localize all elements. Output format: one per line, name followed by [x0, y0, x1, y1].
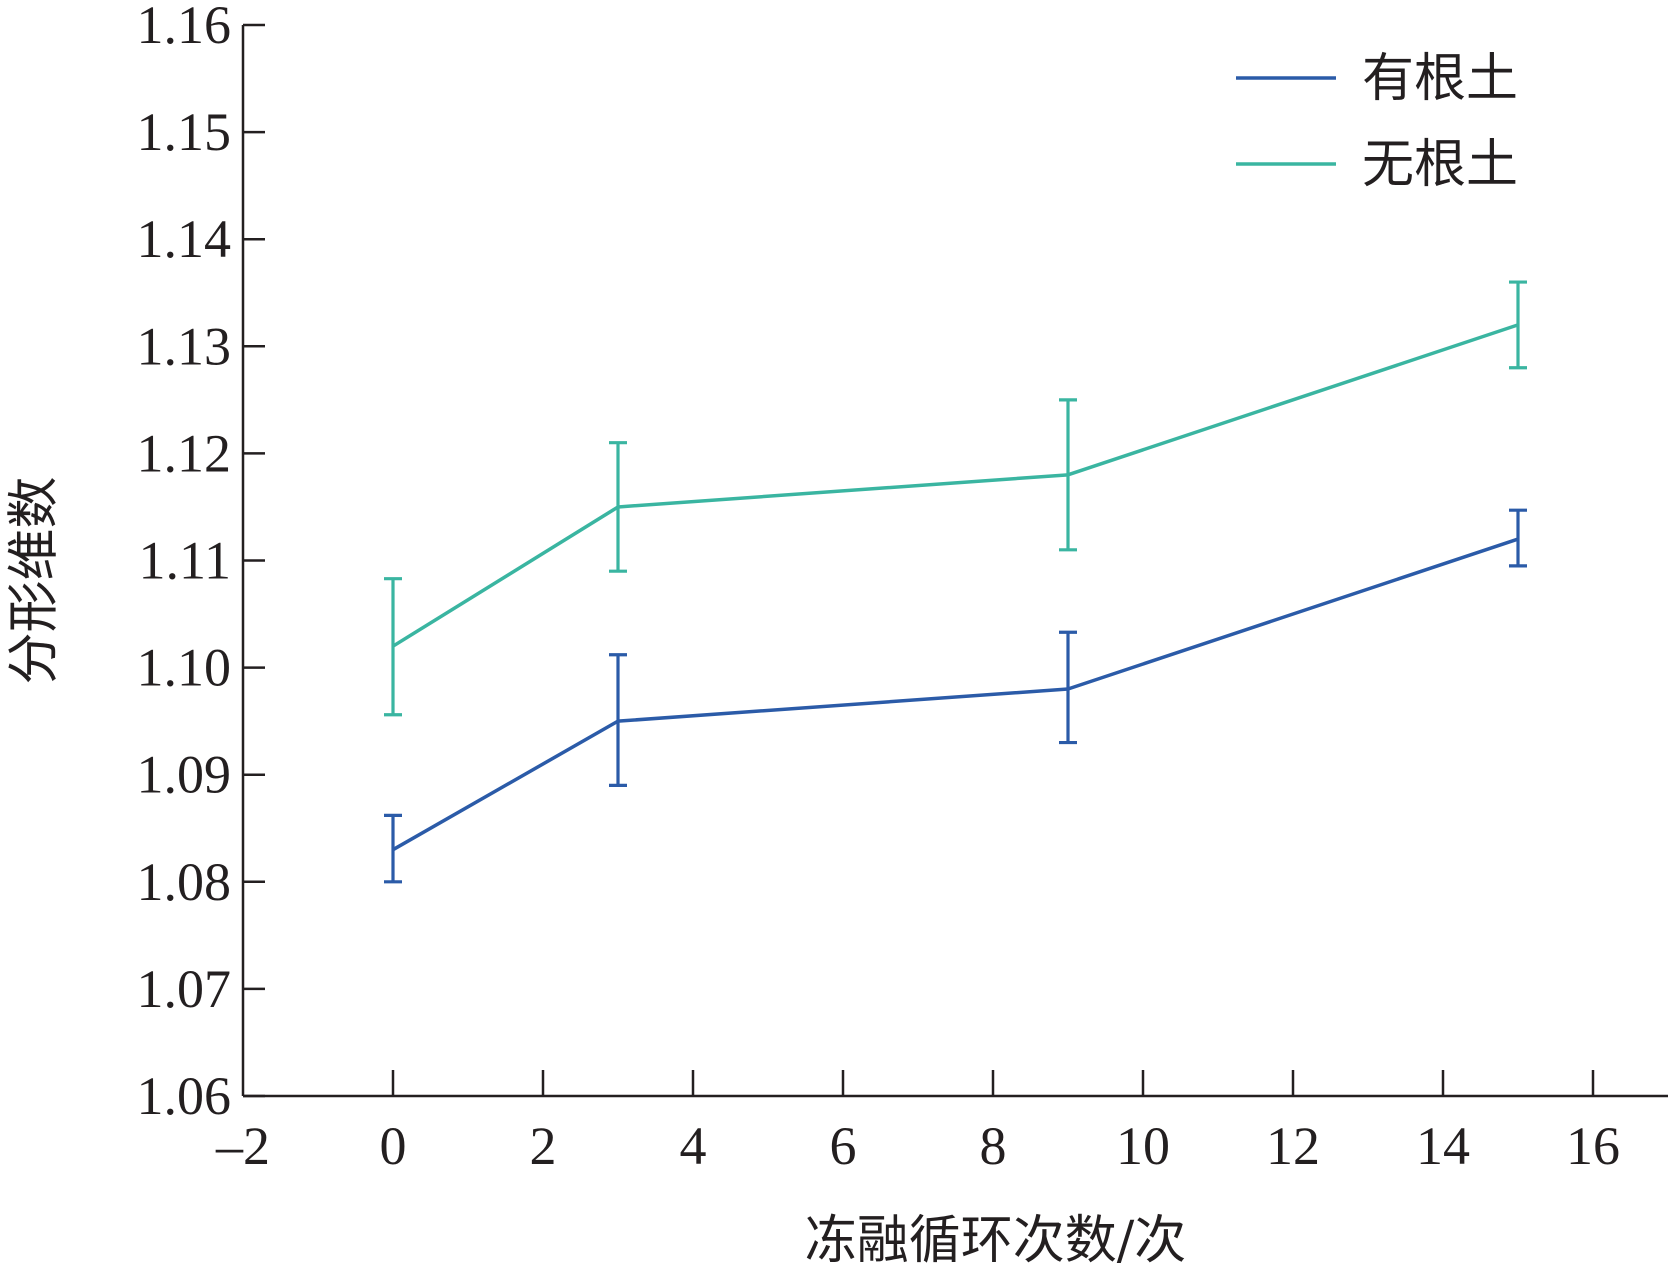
x-axis-ticks: –2 0 2 4 6 8 10 12 14 16 [215, 1070, 1620, 1176]
series-2 [384, 280, 1527, 717]
data-point [1066, 687, 1070, 691]
y-tick-label: 1.13 [137, 316, 232, 376]
x-tick-label: 14 [1416, 1116, 1470, 1176]
data-point [616, 719, 620, 723]
x-tick-label: 8 [980, 1116, 1007, 1176]
y-tick-label: 1.07 [137, 959, 232, 1019]
legend-label: 无根土 [1362, 135, 1518, 195]
y-tick-label: 1.12 [137, 423, 232, 483]
y-tick-label: 1.09 [137, 745, 232, 805]
y-tick-label: 1.16 [137, 0, 232, 55]
y-axis-title: 分形维数 [5, 476, 65, 684]
x-axis-title: 冻融循环次数/次 [805, 1211, 1187, 1271]
x-tick-label: 0 [380, 1116, 407, 1176]
x-tick-label: 4 [680, 1116, 707, 1176]
data-point [1516, 537, 1520, 541]
y-tick-label: 1.15 [137, 102, 232, 162]
data-point [1516, 323, 1520, 327]
y-tick-label: 1.11 [139, 531, 232, 591]
y-tick-label: 1.14 [137, 209, 232, 269]
x-tick-label: 12 [1266, 1116, 1320, 1176]
x-tick-label: 10 [1116, 1116, 1170, 1176]
series-line [392, 323, 1519, 648]
x-tick-label: 6 [830, 1116, 857, 1176]
y-axis-ticks: 1.06 1.07 1.08 1.09 1.10 1.11 1.12 1.13 1.14 1.15… [137, 0, 265, 1126]
y-tick-label: 1.08 [137, 852, 232, 912]
data-point [391, 848, 395, 852]
x-tick-label: 2 [530, 1116, 557, 1176]
x-tick-label: 16 [1566, 1116, 1620, 1176]
y-tick-label: 1.10 [137, 638, 232, 698]
y-tick-label: 1.06 [137, 1066, 232, 1126]
series-1 [384, 508, 1527, 884]
series-line [392, 537, 1519, 852]
data-point [391, 644, 395, 648]
series-layer [384, 280, 1527, 884]
x-tick-label: –2 [215, 1116, 270, 1176]
legend-label: 有根土 [1362, 49, 1518, 109]
data-point [1066, 473, 1070, 477]
data-point [616, 505, 620, 509]
